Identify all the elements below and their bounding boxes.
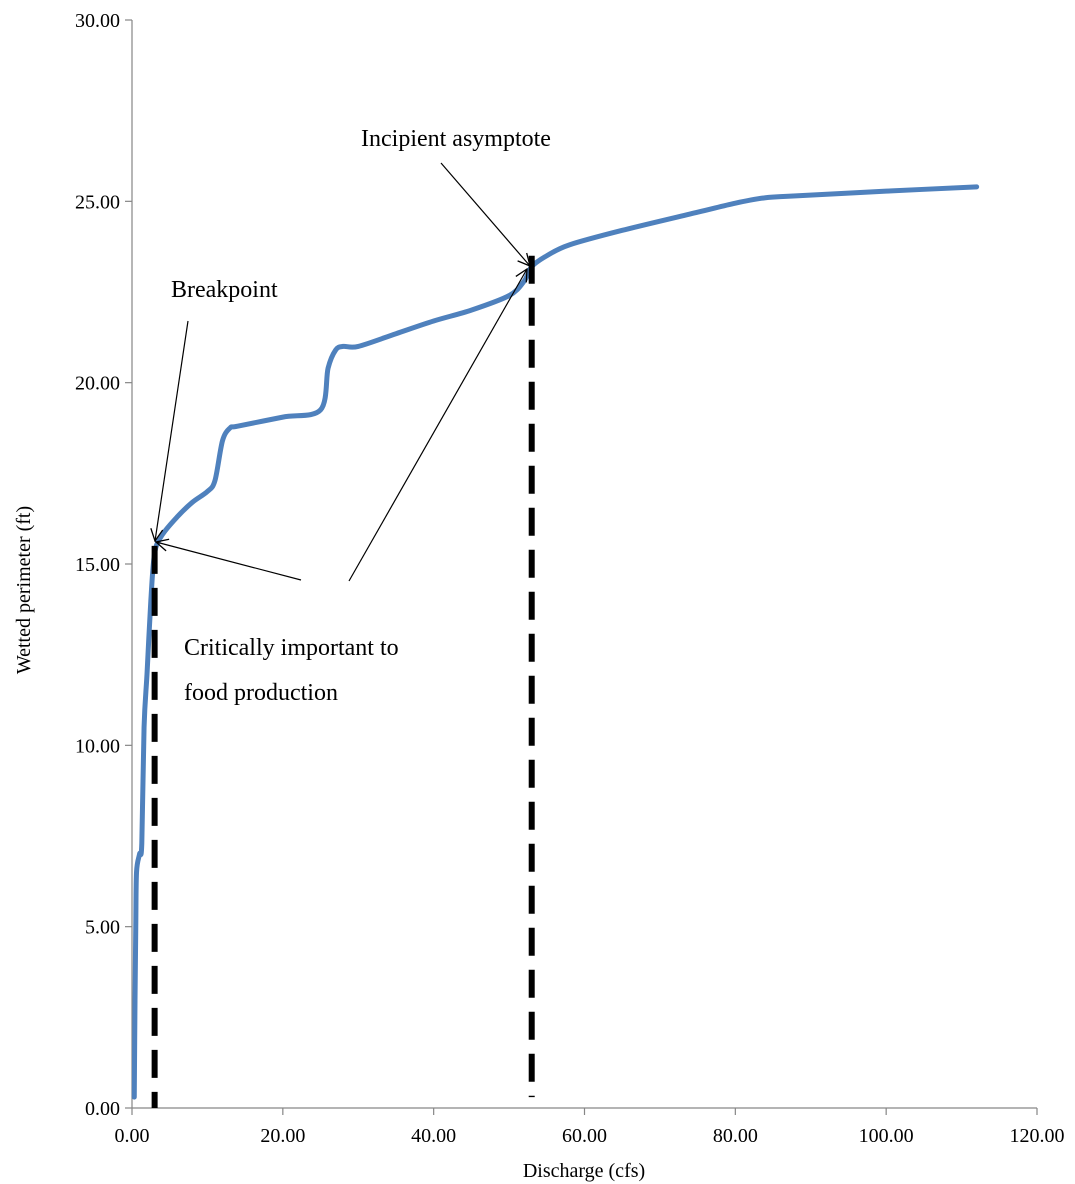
critically-important-arrow-breakpoint [156, 542, 302, 581]
critically-important-arrow-asymptote [348, 269, 527, 582]
y-tick-label: 0.00 [85, 1098, 120, 1120]
x-tick-label: 60.00 [562, 1125, 607, 1147]
x-tick-label: 80.00 [713, 1125, 758, 1147]
y-tick-label: 5.00 [85, 917, 120, 939]
incipient-asymptote-arrow [440, 162, 530, 266]
breakpoint-label: Breakpoint [171, 277, 278, 303]
reference-lines [151, 255, 535, 1108]
critically-important-label-line1: Critically important to [184, 635, 399, 661]
x-axis-ticks: 0.00 20.00 40.00 60.00 80.00 100.00 120.00 [115, 1108, 1065, 1147]
y-tick-label: 25.00 [75, 191, 120, 213]
x-tick-label: 0.00 [115, 1125, 150, 1147]
y-axis-title: Wetted perimeter (ft) [13, 506, 35, 674]
y-tick-label: 30.00 [75, 10, 120, 32]
wetted-perimeter-series-line [131, 184, 980, 1100]
critically-important-label-line2: food production [184, 680, 338, 706]
y-axis-ticks: 0.00 5.00 10.00 15.00 20.00 25.00 30.00 [75, 10, 132, 1120]
x-tick-label: 100.00 [859, 1125, 914, 1147]
y-tick-label: 10.00 [75, 735, 120, 757]
data-series-group [131, 184, 980, 1100]
x-tick-label: 40.00 [411, 1125, 456, 1147]
y-tick-label: 15.00 [75, 554, 120, 576]
x-axis-title: Discharge (cfs) [523, 1160, 645, 1182]
breakpoint-arrow [155, 320, 189, 541]
x-tick-label: 120.00 [1010, 1125, 1065, 1147]
x-tick-label: 20.00 [260, 1125, 305, 1147]
y-tick-label: 20.00 [75, 373, 120, 395]
annotations: Breakpoint Incipient asymptote Criticall… [155, 126, 551, 706]
incipient-asymptote-label: Incipient asymptote [361, 126, 551, 152]
axes [131, 20, 1037, 1109]
